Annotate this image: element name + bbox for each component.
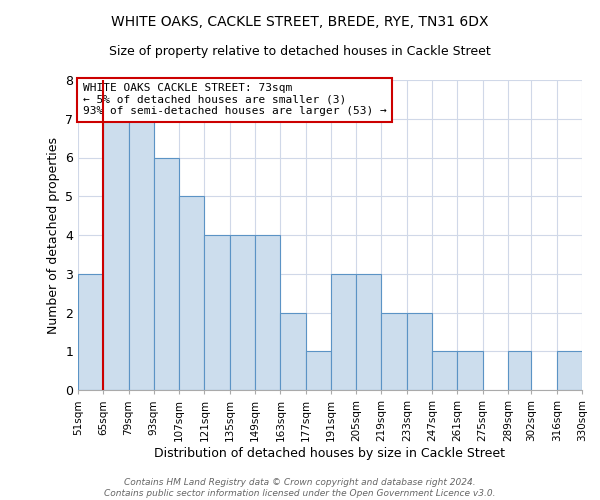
Bar — [382, 312, 407, 390]
Bar — [103, 118, 128, 390]
Text: WHITE OAKS, CACKLE STREET, BREDE, RYE, TN31 6DX: WHITE OAKS, CACKLE STREET, BREDE, RYE, T… — [111, 15, 489, 29]
Bar — [305, 351, 331, 390]
Bar — [280, 312, 305, 390]
Bar — [230, 235, 255, 390]
Bar — [432, 351, 457, 390]
Bar — [508, 351, 532, 390]
Bar — [255, 235, 280, 390]
Bar — [557, 351, 582, 390]
Y-axis label: Number of detached properties: Number of detached properties — [47, 136, 59, 334]
Bar — [179, 196, 205, 390]
Bar — [356, 274, 382, 390]
Bar — [128, 118, 154, 390]
Bar — [154, 158, 179, 390]
Text: Size of property relative to detached houses in Cackle Street: Size of property relative to detached ho… — [109, 45, 491, 58]
Bar — [457, 351, 482, 390]
Bar — [205, 235, 230, 390]
Text: Contains HM Land Registry data © Crown copyright and database right 2024.
Contai: Contains HM Land Registry data © Crown c… — [104, 478, 496, 498]
Text: WHITE OAKS CACKLE STREET: 73sqm
← 5% of detached houses are smaller (3)
93% of s: WHITE OAKS CACKLE STREET: 73sqm ← 5% of … — [83, 83, 387, 116]
Bar — [331, 274, 356, 390]
X-axis label: Distribution of detached houses by size in Cackle Street: Distribution of detached houses by size … — [155, 446, 505, 460]
Bar — [407, 312, 432, 390]
Bar — [78, 274, 103, 390]
